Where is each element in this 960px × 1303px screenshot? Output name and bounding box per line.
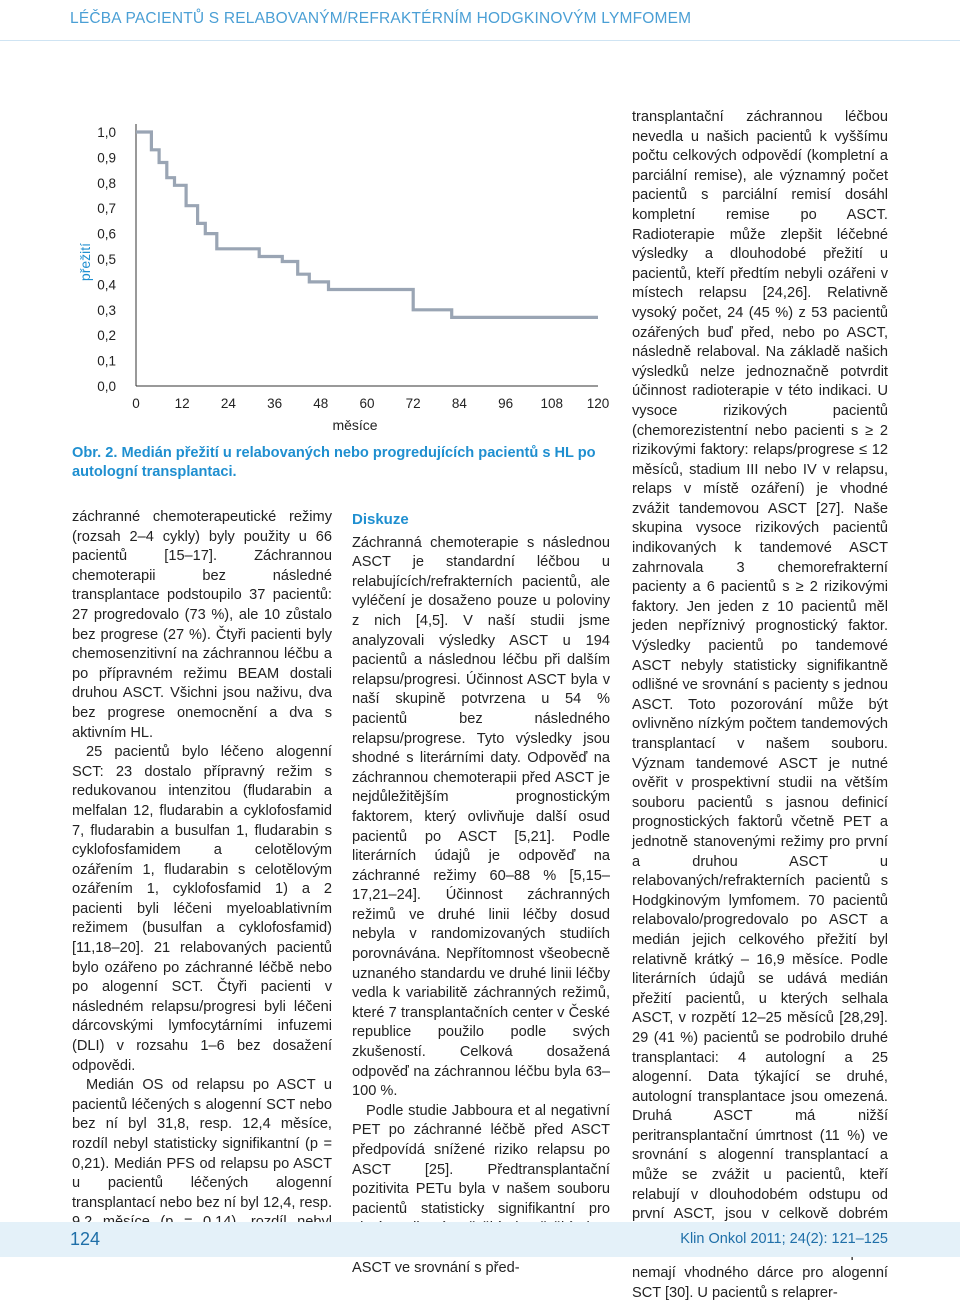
footer-band [0, 1222, 960, 1257]
survival-chart-svg: 1,0 0,9 0,8 0,7 0,6 0,5 0,4 0,3 0,2 0,1 0,0 0 12 24 3… [77, 124, 609, 433]
x-tick-label: 48 [313, 396, 328, 411]
x-tick-label: 12 [175, 396, 190, 411]
x-tick-label: 0 [132, 396, 140, 411]
text-column-3: transplantační záchrannou léčbou nevedla… [632, 108, 888, 1303]
y-tick-label: 0,5 [97, 252, 116, 267]
x-tick-labels: 0 12 24 36 48 60 72 84 96 108 120 [132, 396, 609, 411]
x-tick-label: 60 [359, 396, 374, 411]
y-tick-label: 1,0 [97, 125, 116, 140]
page-number: 124 [70, 1229, 101, 1249]
chart-axes [135, 124, 598, 387]
x-tick-label: 36 [267, 396, 282, 411]
figure-caption: Obr. 2. Medián přežití u relabovaných ne… [72, 445, 596, 480]
survival-curve [136, 130, 598, 319]
survival-chart: 1,0 0,9 0,8 0,7 0,6 0,5 0,4 0,3 0,2 0,1 0,0 0 12 24 3… [70, 112, 610, 442]
journal-reference: Klin Onkol 2011; 24(2): 121–125 [680, 1231, 888, 1247]
chart-series [136, 130, 598, 319]
paragraph: 25 pacientů bylo léčeno alogenní SCT: 23… [72, 744, 332, 1074]
x-tick-label: 96 [498, 396, 513, 411]
x-tick-label: 84 [452, 396, 468, 411]
section-heading: Diskuze [352, 511, 409, 528]
x-tick-label: 120 [587, 396, 610, 411]
running-header: LÉČBA PACIENTŮ S RELABOVANÝM/REFRAKTÉRNÍ… [70, 10, 692, 27]
y-tick-label: 0,3 [97, 303, 116, 318]
y-tick-label: 0,7 [97, 201, 116, 216]
text-column-1: záchranné chemoterapeutické režimy (rozs… [72, 508, 332, 1253]
text-column-2: Diskuze Záchranná chemoterapie s následn… [352, 510, 610, 1278]
y-tick-label: 0,2 [97, 328, 116, 343]
paragraph: Záchranná chemoterapie s následnou ASCT … [352, 534, 610, 1100]
x-axis-label: měsíce [332, 417, 377, 433]
y-tick-label: 0,1 [97, 354, 116, 369]
paragraph: transplantační záchrannou léčbou nevedla… [632, 109, 888, 1301]
y-tick-label: 0,6 [97, 227, 116, 242]
header-rule [0, 40, 960, 41]
x-tick-label: 24 [221, 396, 237, 411]
x-tick-label: 108 [541, 396, 564, 411]
y-tick-label: 0,8 [97, 176, 116, 191]
x-tick-label: 72 [406, 396, 421, 411]
paragraph: záchranné chemoterapeutické režimy (rozs… [72, 509, 332, 741]
y-axis-label: přežití [77, 243, 93, 281]
y-tick-label: 0,9 [97, 150, 116, 165]
y-tick-label: 0,4 [97, 277, 116, 292]
y-tick-labels: 1,0 0,9 0,8 0,7 0,6 0,5 0,4 0,3 0,2 0,1 0,0 [97, 125, 116, 394]
y-tick-label: 0,0 [97, 379, 116, 394]
